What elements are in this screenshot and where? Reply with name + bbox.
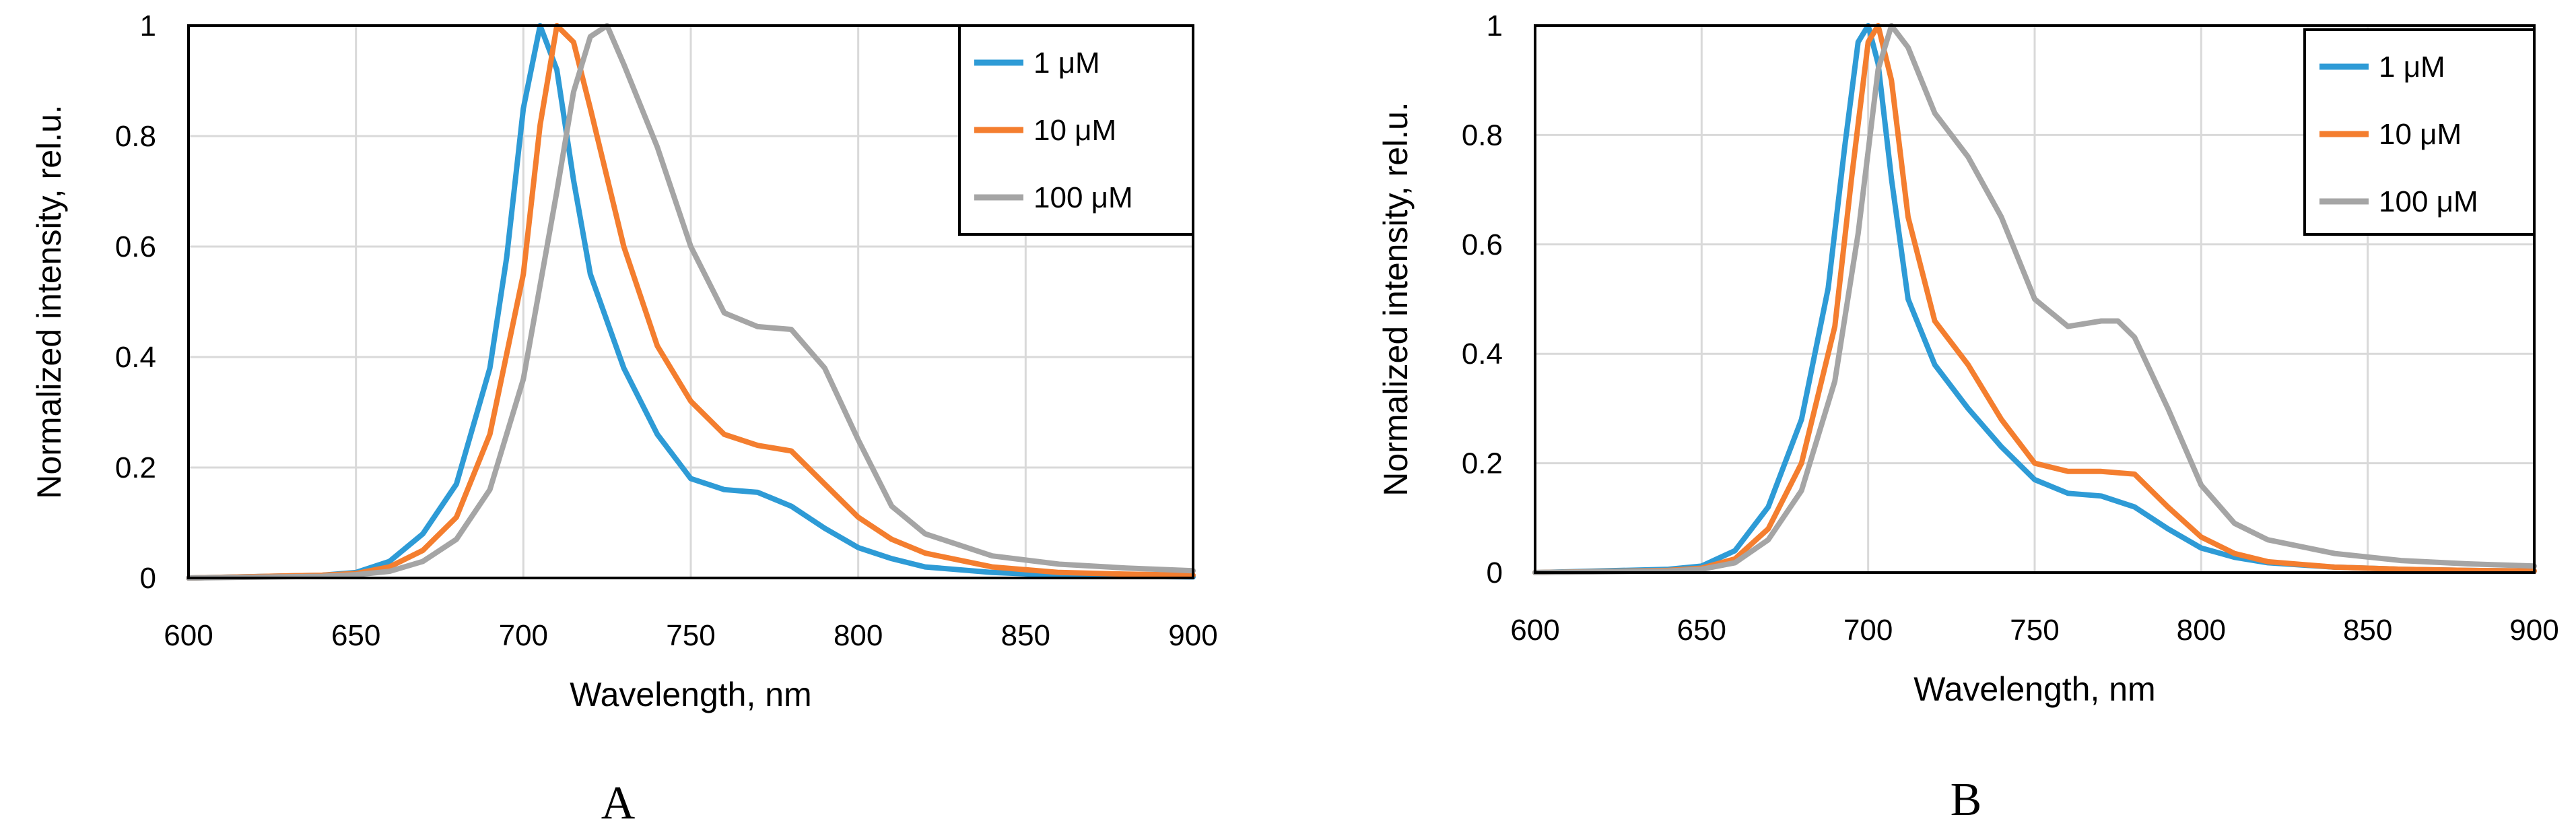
plot-frame — [187, 24, 1194, 579]
y-tick-label: 0.2 — [115, 451, 156, 484]
panel-label: B — [1951, 774, 1982, 826]
y-tick-label: 0.6 — [1462, 228, 1503, 261]
x-axis-title: Wavelength, nm — [570, 676, 811, 713]
legend-label: 10 μM — [2379, 118, 2462, 151]
legend-label: 100 μM — [1033, 181, 1133, 214]
chart-panel-b: 600 650 700 750 800 850 900 0 0.2 0.4 0.6 0.8 1 1 μ… — [1377, 9, 2559, 826]
x-tick-label: 850 — [1001, 619, 1050, 652]
y-tick-label: 0.8 — [115, 120, 156, 153]
y-tick-labels: 0 0.2 0.4 0.6 0.8 1 — [115, 9, 156, 595]
x-tick-label: 900 — [1168, 619, 1217, 652]
y-tick-label: 1 — [140, 9, 156, 42]
x-tick-label: 850 — [2343, 614, 2392, 647]
x-tick-label: 700 — [1843, 614, 1893, 647]
series-lines — [1532, 23, 2537, 575]
x-tick-label: 600 — [1510, 614, 1559, 647]
chart-panel-a: 600 650 700 750 800 850 900 0 0.2 0.4 0.6 0.8 1 1 μ… — [30, 9, 1218, 829]
y-tick-label: 0 — [1487, 556, 1503, 589]
legend-label: 1 μM — [2379, 51, 2445, 84]
x-tick-label: 800 — [834, 619, 883, 652]
x-tick-label: 900 — [2509, 614, 2558, 647]
series-line-2 — [1532, 23, 2537, 575]
series-lines — [186, 23, 1196, 581]
x-tick-label: 750 — [2010, 614, 2059, 647]
y-tick-label: 0.4 — [1462, 337, 1503, 370]
x-tick-label: 600 — [164, 619, 213, 652]
series-line-2 — [186, 23, 1196, 581]
y-tick-labels: 0 0.2 0.4 0.6 0.8 1 — [1462, 9, 1503, 589]
series-line-1 — [186, 23, 1196, 581]
series-line-1 — [1532, 23, 2537, 575]
legend-label: 100 μM — [2379, 185, 2478, 218]
x-tick-label: 650 — [331, 619, 380, 652]
legend: 1 μM 10 μM 100 μM — [958, 24, 1194, 236]
y-tick-label: 0 — [140, 562, 156, 595]
x-tick-label: 750 — [666, 619, 715, 652]
y-tick-label: 0.6 — [115, 230, 156, 263]
x-axis-title: Wavelength, nm — [1913, 670, 2155, 708]
x-tick-label: 800 — [2177, 614, 2226, 647]
y-tick-label: 0.2 — [1462, 447, 1503, 480]
x-tick-label: 700 — [499, 619, 548, 652]
y-tick-label: 1 — [1487, 9, 1503, 42]
x-tick-labels: 600 650 700 750 800 850 900 — [164, 619, 1217, 652]
legend: 1 μM 10 μM 100 μM — [2303, 28, 2536, 236]
y-axis-title: Normalized intensity, rel.u. — [1377, 102, 1415, 496]
y-axis-title: Normalized intensity, rel.u. — [30, 104, 68, 498]
series-line-0 — [186, 23, 1196, 581]
x-tick-labels: 600 650 700 750 800 850 900 — [1510, 614, 2558, 647]
y-tick-label: 0.4 — [115, 341, 156, 374]
legend-label: 10 μM — [1033, 114, 1116, 147]
y-tick-label: 0.8 — [1462, 119, 1503, 152]
legend-label: 1 μM — [1033, 46, 1100, 79]
plot-frame — [1534, 24, 2536, 574]
panel-label: A — [601, 777, 636, 829]
x-tick-label: 650 — [1677, 614, 1726, 647]
